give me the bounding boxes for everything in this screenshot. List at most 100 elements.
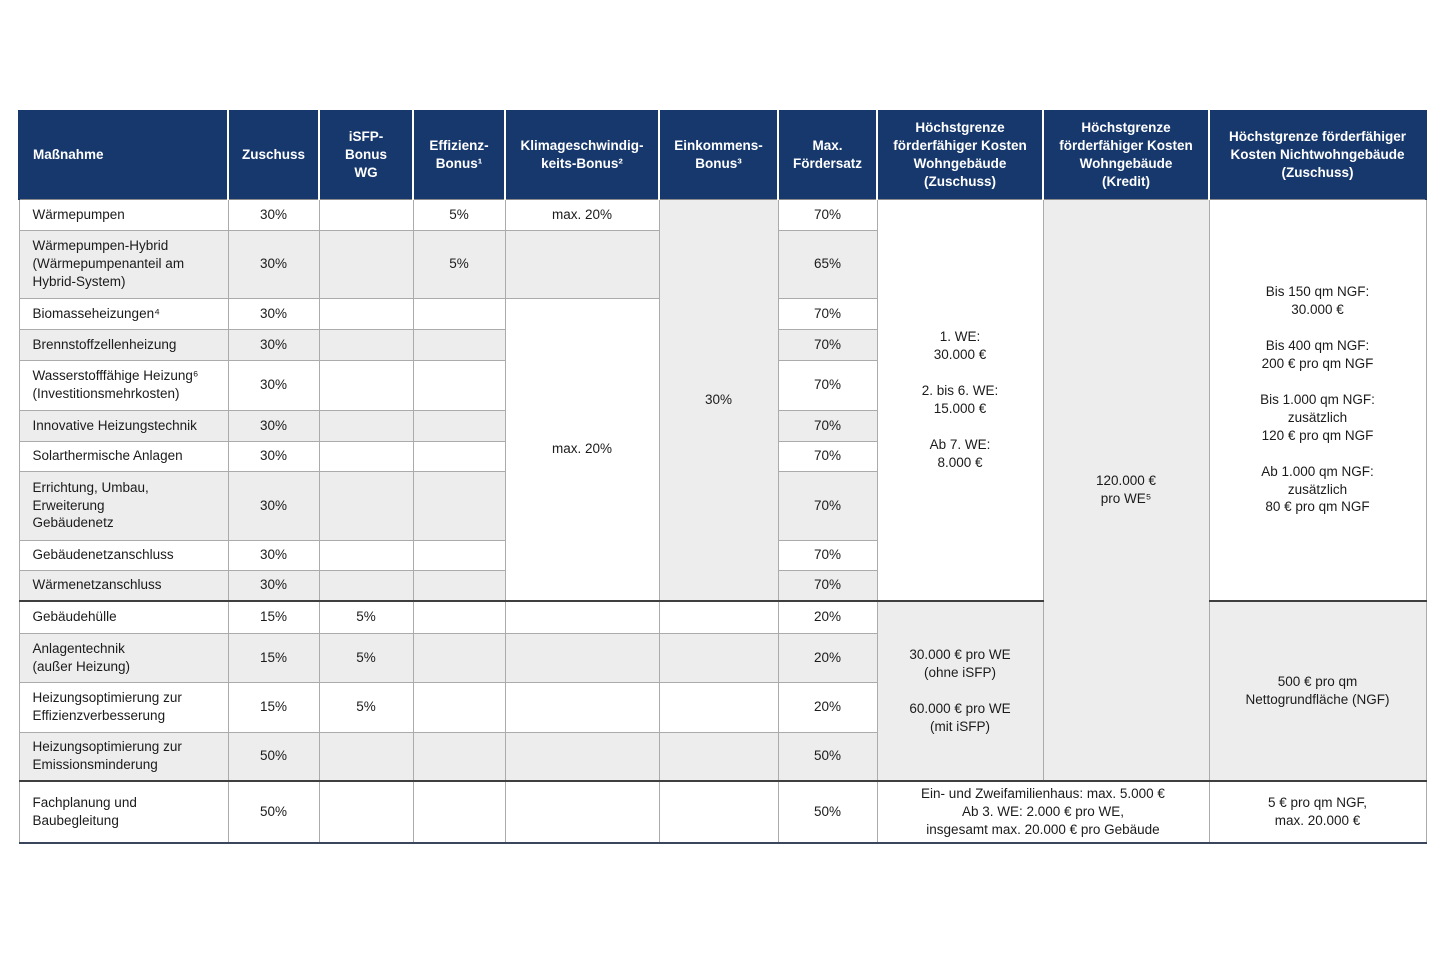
col-header-klimageschwindigkeits-bonus: Klimageschwindig- keits-Bonus²	[504, 110, 660, 200]
cell-effizienz	[412, 359, 506, 411]
cell-isfp: 5%	[318, 681, 414, 733]
cell-max-foerdersatz: 70%	[777, 198, 878, 231]
cell-isfp	[318, 780, 414, 844]
cell-wg-zuschuss-merged-rows11-14: 30.000 € pro WE (ohne iSFP) 60.000 € pro…	[876, 600, 1044, 782]
cell-massnahme: Wärmenetzanschluss	[18, 569, 229, 602]
cell-massnahme: Biomasseheizungen⁴	[18, 297, 229, 330]
cell-effizienz	[412, 328, 506, 361]
cell-klima	[504, 731, 660, 782]
cell-effizienz	[412, 409, 506, 442]
cell-massnahme: Heizungsoptimierung zur Emissionsminderu…	[18, 731, 229, 782]
cell-max-foerdersatz: 70%	[777, 470, 878, 541]
cell-isfp	[318, 198, 414, 231]
cell-massnahme: Innovative Heizungstechnik	[18, 409, 229, 442]
cell-massnahme: Wasserstofffähige Heizung⁶ (Investitions…	[18, 359, 229, 411]
row-errichtung-umbau-gebaeudenetz: Errichtung, Umbau, Erweiterung Gebäudene…	[18, 470, 1426, 541]
col-header-effizienz-bonus: Effizienz- Bonus¹	[412, 110, 506, 200]
cell-isfp	[318, 229, 414, 299]
cell-max-foerdersatz: 70%	[777, 539, 878, 571]
cell-klima	[504, 780, 660, 844]
row-waermepumpen: Wärmepumpen 30% 5% max. 20% 30% 70% 1. W…	[18, 198, 1427, 782]
cell-zuschuss: 30%	[227, 470, 320, 541]
cell-effizienz	[412, 297, 506, 330]
cell-isfp	[318, 440, 414, 472]
col-header-max-foerdersatz: Max. Fördersatz	[777, 110, 878, 200]
cell-isfp: 5%	[318, 632, 414, 683]
cell-isfp	[318, 409, 414, 442]
cell-effizienz	[412, 539, 506, 571]
cell-max-foerdersatz: 70%	[777, 569, 878, 602]
cell-max-foerdersatz: 20%	[777, 681, 878, 733]
col-header-hoechstgrenze-wg-zuschuss: Höchstgrenze förderfähiger Kosten Wohnge…	[876, 110, 1044, 200]
cell-max-foerdersatz: 70%	[777, 359, 878, 411]
cell-nwg-merged-rows11-14: 500 € pro qm Nettogrundfläche (NGF)	[1208, 600, 1427, 782]
cell-zuschuss: 30%	[227, 569, 320, 602]
cell-max-foerdersatz: 70%	[777, 440, 878, 472]
cell-massnahme: Wärmepumpen-Hybrid (Wärmepumpenanteil am…	[18, 229, 229, 299]
cell-max-foerdersatz: 70%	[777, 297, 878, 330]
cell-effizienz	[412, 681, 506, 733]
cell-isfp	[318, 297, 414, 330]
col-header-einkommens-bonus: Einkommens- Bonus³	[658, 110, 779, 200]
cell-isfp	[318, 539, 414, 571]
row-wasserstofffaehige-heizung: Wasserstofffähige Heizung⁶ (Investitions…	[18, 359, 1426, 411]
col-header-hoechstgrenze-wg-kredit: Höchstgrenze förderfähiger Kosten Wohnge…	[1042, 110, 1210, 200]
cell-max-foerdersatz: 65%	[777, 229, 878, 299]
cell-zuschuss: 15%	[227, 681, 320, 733]
cell-isfp: 5%	[318, 600, 414, 634]
col-header-hoechstgrenze-nwg-zuschuss: Höchstgrenze förderfähiger Kosten Nichtw…	[1208, 110, 1427, 200]
cell-effizienz	[412, 780, 506, 844]
cell-zuschuss: 50%	[227, 731, 320, 782]
cell-einkommen	[658, 780, 779, 844]
cell-massnahme: Solarthermische Anlagen	[18, 440, 229, 472]
cell-massnahme: Brennstoffzellenheizung	[18, 328, 229, 361]
cell-massnahme: Errichtung, Umbau, Erweiterung Gebäudene…	[18, 470, 229, 541]
row-anlagentechnik: Anlagentechnik (außer Heizung) 15% 5% 20…	[18, 632, 1426, 683]
row-solarthermische-anlagen: Solarthermische Anlagen 30% 70%	[18, 440, 1426, 472]
cell-massnahme: Fachplanung und Baubegleitung	[18, 780, 229, 844]
cell-effizienz: 5%	[412, 198, 506, 231]
cell-wg-kredit-merged-rows1-14: 120.000 € pro WE⁵	[1042, 198, 1210, 782]
cell-effizienz	[412, 440, 506, 472]
cell-klima	[504, 600, 660, 634]
cell-klima	[504, 632, 660, 683]
cell-isfp	[318, 328, 414, 361]
cell-effizienz	[412, 600, 506, 634]
cell-isfp	[318, 731, 414, 782]
cell-einkommen	[658, 681, 779, 733]
cell-klima: max. 20%	[504, 198, 660, 231]
col-header-zuschuss: Zuschuss	[227, 110, 320, 200]
beg-foerderung-table: Maßnahme Zuschuss iSFP- Bonus WG Effizie…	[18, 110, 1427, 844]
row-biomasseheizungen: Biomasseheizungen⁴ 30% max. 20% 70%	[18, 297, 1426, 602]
cell-klima	[504, 229, 660, 299]
row-gebaeudehuelle: Gebäudehülle 15% 5% 20% 30.000 € pro WE …	[18, 600, 1427, 782]
cell-effizienz	[412, 632, 506, 683]
cell-zuschuss: 15%	[227, 600, 320, 634]
cell-effizienz	[412, 569, 506, 602]
header-row: Maßnahme Zuschuss iSFP- Bonus WG Effizie…	[18, 110, 1427, 200]
cell-zuschuss: 50%	[227, 780, 320, 844]
cell-einkommen	[658, 632, 779, 683]
cell-max-foerdersatz: 20%	[777, 632, 878, 683]
cell-isfp	[318, 470, 414, 541]
cell-fachplanung-nwg: 5 € pro qm NGF, max. 20.000 €	[1208, 780, 1427, 844]
cell-nwg-merged-rows1-10: Bis 150 qm NGF: 30.000 € Bis 400 qm NGF:…	[1208, 198, 1427, 602]
cell-max-foerdersatz: 50%	[777, 780, 878, 844]
cell-effizienz	[412, 470, 506, 541]
cell-zuschuss: 15%	[227, 632, 320, 683]
cell-isfp	[318, 359, 414, 411]
cell-zuschuss: 30%	[227, 440, 320, 472]
cell-isfp	[318, 569, 414, 602]
cell-einkommens-bonus-merged-rows1-10: 30%	[658, 198, 779, 602]
cell-zuschuss: 30%	[227, 229, 320, 299]
row-heizungsoptimierung-effizienz: Heizungsoptimierung zur Effizienzverbess…	[18, 681, 1426, 733]
cell-massnahme: Anlagentechnik (außer Heizung)	[18, 632, 229, 683]
row-heizungsoptimierung-emission: Heizungsoptimierung zur Emissionsminderu…	[18, 731, 1426, 782]
col-header-isfp-bonus: iSFP- Bonus WG	[318, 110, 414, 200]
cell-klima-bonus-merged-rows3-10: max. 20%	[504, 297, 660, 602]
cell-klima	[504, 681, 660, 733]
cell-massnahme: Gebäudenetzanschluss	[18, 539, 229, 571]
cell-zuschuss: 30%	[227, 328, 320, 361]
col-header-massnahme: Maßnahme	[18, 110, 229, 200]
